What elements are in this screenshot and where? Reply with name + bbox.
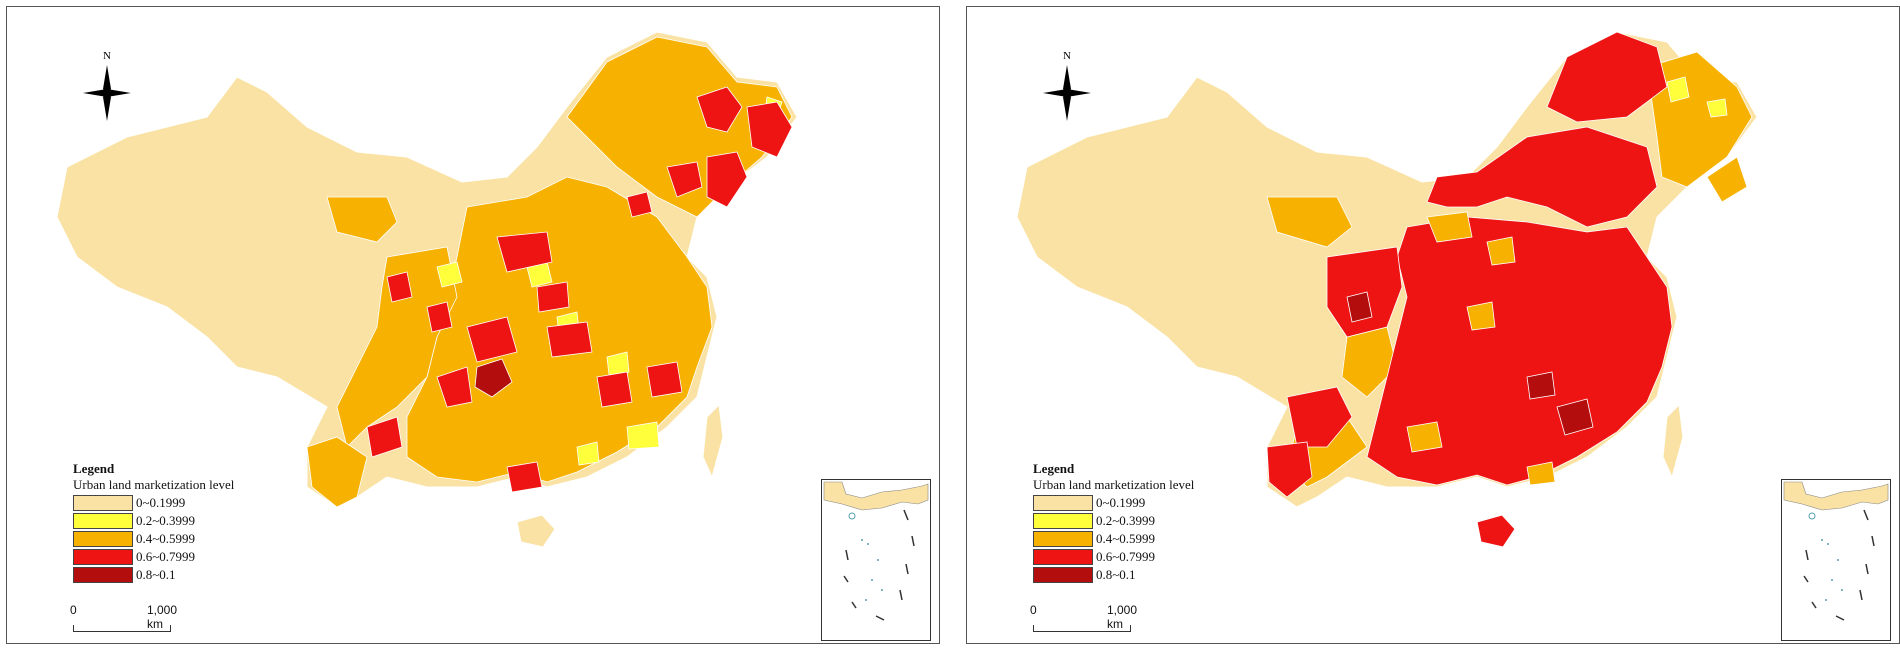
legend-item: 0~0.1999 — [73, 494, 234, 512]
north-arrow: N — [1037, 47, 1097, 127]
legend-title: Legend — [73, 461, 115, 476]
legend-label: 0.2~0.3999 — [136, 513, 196, 528]
class4-regions — [474, 358, 513, 398]
legend-label: 0.8~0.1 — [1096, 567, 1136, 582]
north-label: N — [1063, 50, 1071, 62]
map-panel-left: N Legend Urban land marketization level … — [6, 6, 940, 644]
legend-swatch — [73, 549, 133, 565]
scale-bar: 0 1,000 km — [1030, 603, 1153, 633]
north-label: N — [103, 50, 111, 62]
map-legend-right: Legend Urban land marketization level 0~… — [1033, 461, 1194, 584]
legend-item: 0.2~0.3999 — [1033, 512, 1194, 530]
scale-bar: 0 1,000 km — [70, 603, 193, 633]
legend-item: 0~0.1999 — [1033, 494, 1194, 512]
taiwan-island — [1662, 403, 1684, 479]
legend-swatch — [1033, 549, 1093, 565]
scale-bar-line — [73, 625, 171, 632]
legend-item: 0.6~0.7999 — [73, 548, 234, 566]
class3-regions — [366, 86, 793, 493]
class1-regions — [1666, 76, 1728, 118]
taiwan-island — [702, 403, 724, 479]
south-china-sea-inset — [821, 479, 931, 641]
scale-start-label: 0 — [1030, 603, 1037, 617]
south-china-sea-inset — [1781, 479, 1891, 641]
map-legend-left: Legend Urban land marketization level 0~… — [73, 461, 234, 584]
scale-end-label: 1,000 km — [147, 603, 178, 631]
legend-swatch — [1033, 513, 1093, 529]
legend-swatch — [73, 495, 133, 511]
scale-end-label: 1,000 km — [1107, 603, 1138, 631]
legend-swatch — [1033, 567, 1093, 583]
legend-item: 0.8~0.1 — [1033, 566, 1194, 584]
hainan-island — [516, 514, 556, 548]
legend-item: 0.8~0.1 — [73, 566, 234, 584]
legend-label: 0.4~0.5999 — [1096, 531, 1156, 546]
legend-label: 0.8~0.1 — [136, 567, 176, 582]
legend-label: 0.6~0.7999 — [1096, 549, 1156, 564]
legend-label: 0~0.1999 — [136, 495, 186, 510]
legend-swatch — [73, 567, 133, 583]
scale-start-label: 0 — [70, 603, 77, 617]
legend-swatch — [1033, 495, 1093, 511]
scale-bar-line — [1033, 625, 1131, 632]
legend-label: 0.6~0.7999 — [136, 549, 196, 564]
class2-small-regions — [1406, 156, 1748, 486]
legend-label: 0~0.1999 — [1096, 495, 1146, 510]
legend-swatch — [73, 531, 133, 547]
class3-regions — [1266, 31, 1673, 498]
legend-title: Legend — [1033, 461, 1075, 476]
north-arrow: N — [77, 47, 137, 127]
legend-item: 0.4~0.5999 — [1033, 530, 1194, 548]
legend-item: 0.2~0.3999 — [73, 512, 234, 530]
legend-subtitle: Urban land marketization level — [1033, 477, 1195, 492]
legend-item: 0.4~0.5999 — [73, 530, 234, 548]
class4-regions — [1346, 291, 1594, 436]
choropleth-map-left — [56, 31, 798, 548]
legend-item: 0.6~0.7999 — [1033, 548, 1194, 566]
map-panel-right: N Legend Urban land marketization level … — [966, 6, 1900, 644]
legend-swatch — [73, 513, 133, 529]
legend-subtitle: Urban land marketization level — [73, 477, 235, 492]
legend-label: 0.2~0.3999 — [1096, 513, 1156, 528]
legend-swatch — [1033, 531, 1093, 547]
legend-label: 0.4~0.5999 — [136, 531, 196, 546]
choropleth-map-right — [1016, 31, 1758, 548]
hainan-island — [1476, 514, 1516, 548]
